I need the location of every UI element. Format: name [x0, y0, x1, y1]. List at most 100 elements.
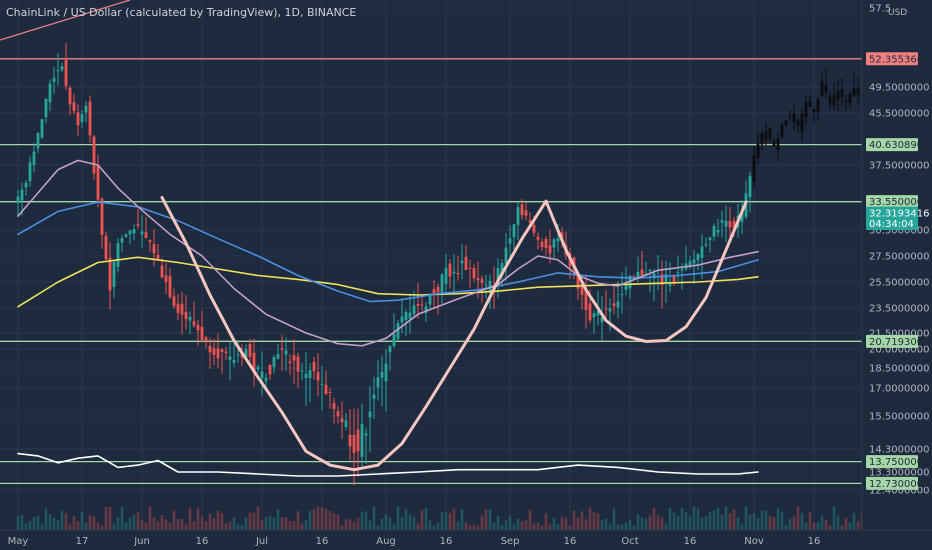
volume-bar: [524, 520, 528, 530]
candle-body: [396, 323, 400, 339]
currency-label: USD: [888, 8, 907, 18]
candle-body: [708, 237, 712, 240]
volume-bar: [32, 517, 36, 530]
candle-body: [416, 303, 420, 306]
time-tick-label: Oct: [621, 536, 638, 547]
volume-bar: [340, 525, 344, 530]
volume-bar: [760, 510, 764, 530]
candle-body: [360, 423, 364, 458]
volume-bar: [504, 520, 508, 530]
candle-body: [16, 196, 20, 204]
volume-bar: [240, 525, 244, 530]
price-tick-label: 57.5: [869, 4, 891, 15]
candle-body: [712, 225, 716, 237]
volume-bar: [776, 508, 780, 530]
volume-bar: [408, 514, 412, 530]
volume-bar: [148, 506, 152, 530]
price-tick-label: 21.5000000: [869, 329, 929, 340]
candle-body: [432, 289, 436, 294]
candle-body: [80, 114, 84, 123]
volume-bar: [172, 510, 176, 530]
volume-bar: [456, 521, 460, 530]
series-line-1: [17, 201, 759, 303]
volume-bar: [348, 518, 352, 530]
candle-body: [364, 433, 368, 436]
volume-bar: [812, 522, 816, 530]
volume-bar: [560, 516, 564, 530]
price-tick-label: 12.4000000: [869, 486, 929, 497]
volume-bar: [584, 519, 588, 530]
candle-body: [448, 263, 452, 277]
candle-body: [156, 254, 160, 261]
volume-bar: [180, 518, 184, 530]
candle-body: [352, 434, 356, 453]
candle-body: [664, 274, 668, 283]
volume-bar: [140, 520, 144, 530]
candle-body: [284, 350, 288, 355]
candle-body: [428, 293, 432, 305]
volume-bar: [500, 524, 504, 530]
volume-bar: [272, 517, 276, 530]
candle-body: [856, 88, 860, 95]
candle-body: [700, 246, 704, 258]
candle-body: [716, 229, 720, 233]
volume-bar: [260, 519, 264, 530]
volume-bar: [552, 517, 556, 530]
candle-body: [324, 384, 328, 394]
price-badge: [866, 476, 918, 490]
candle-body: [388, 346, 392, 353]
candle-body: [828, 96, 832, 104]
volume-bar: [396, 506, 400, 530]
volume-bar: [324, 508, 328, 530]
candle-body: [56, 70, 60, 72]
candle-body: [256, 366, 260, 370]
volume-bar: [320, 507, 324, 530]
time-tick-label: Nov: [744, 536, 764, 547]
candle-body: [784, 120, 788, 125]
candle-body: [728, 221, 732, 228]
volume-bar: [160, 515, 164, 530]
candle-body: [64, 60, 68, 87]
time-tick-label: 16: [316, 536, 329, 547]
volume-bar: [368, 520, 372, 530]
candle-body: [756, 143, 760, 159]
volume-bar: [564, 517, 568, 530]
time-tick-label: Sep: [501, 536, 520, 547]
candle-body: [420, 304, 424, 306]
candle-body: [152, 244, 156, 254]
candle-body: [804, 101, 808, 118]
candle-body: [548, 245, 552, 254]
volume-bar: [292, 521, 296, 530]
volume-bar: [104, 507, 108, 530]
candle-body: [408, 312, 412, 319]
candle-body: [132, 229, 136, 234]
volume-bar: [276, 509, 280, 530]
volume-bar: [828, 525, 832, 530]
volume-bar: [24, 523, 28, 530]
volume-bar: [492, 523, 496, 530]
volume-bar: [632, 525, 636, 530]
candle-body: [552, 239, 556, 248]
volume-bar: [688, 516, 692, 530]
volume-bar: [308, 510, 312, 530]
candle-body: [168, 276, 172, 298]
candle-body: [228, 356, 232, 360]
volume-bar: [352, 521, 356, 530]
volume-bar: [856, 521, 860, 530]
candle-body: [600, 317, 604, 323]
candle-body: [176, 303, 180, 313]
volume-bar: [80, 512, 84, 530]
candle-body: [100, 198, 104, 235]
volume-bar: [708, 511, 712, 530]
volume-bar: [404, 508, 408, 530]
volume-bar: [824, 519, 828, 530]
volume-bar: [652, 507, 656, 530]
volume-bar: [556, 523, 560, 530]
volume-bar: [620, 524, 624, 530]
candles: [16, 42, 868, 486]
volume-bar: [692, 506, 696, 530]
candle-body: [344, 420, 348, 427]
